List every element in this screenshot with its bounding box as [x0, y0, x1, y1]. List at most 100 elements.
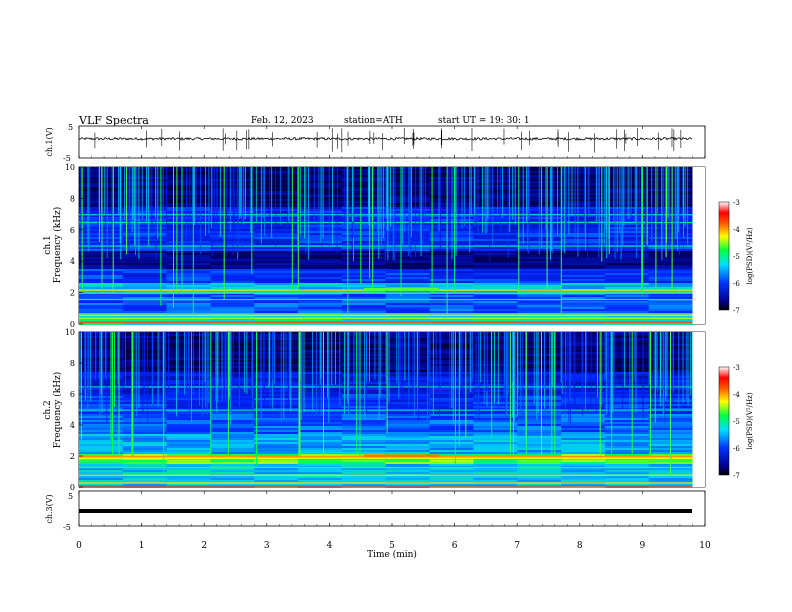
spectrogram-streak — [613, 332, 615, 398]
spectrogram-streak — [623, 167, 625, 227]
spectrogram-cell — [473, 358, 518, 360]
spectrogram-cell — [517, 428, 562, 430]
spectrogram-cell — [254, 301, 299, 303]
spectrogram-streak — [192, 332, 194, 396]
spectrogram-cell — [210, 352, 255, 354]
spectrogram-cell — [341, 418, 387, 420]
spectrogram-cell — [561, 486, 606, 488]
spectrogram-streak — [271, 332, 273, 380]
ch3-ytick-bottom: -5 — [63, 523, 71, 532]
spectrogram-cell — [517, 263, 562, 265]
spectrogram-cell — [298, 185, 343, 187]
spectrogram-cell — [166, 247, 211, 249]
spectrogram-cell — [385, 468, 430, 470]
spectrogram-cell — [429, 426, 474, 428]
spectrogram-cell — [517, 307, 562, 309]
spectrogram-cell — [604, 313, 650, 315]
spectrogram-cell — [298, 283, 343, 285]
spectrogram-cell — [604, 173, 650, 175]
spectrogram-sferic — [512, 332, 514, 456]
spectrogram-cell — [648, 235, 693, 237]
spectrogram-streak — [560, 332, 562, 383]
spectrogram-cell — [561, 269, 606, 271]
spectrogram-cell — [604, 285, 650, 287]
spectrogram-cell — [210, 169, 255, 171]
spectrogram-streak — [339, 332, 341, 405]
spectrogram-streak — [642, 332, 644, 413]
spectrogram-sferic — [670, 332, 671, 477]
spectrogram-cell — [122, 424, 168, 426]
spectrogram-cell — [561, 209, 606, 211]
spectrogram-cell — [341, 309, 387, 311]
spectrogram-cell — [385, 235, 430, 237]
spectrogram-cell — [122, 283, 168, 285]
spectrogram-cell — [254, 257, 299, 259]
spectrogram-streak — [269, 332, 270, 387]
spectrogram-streak — [429, 332, 431, 421]
spectrogram-cell — [604, 436, 650, 438]
spectrogram-ytick-label: 8 — [70, 194, 75, 203]
spectrogram-cell — [604, 394, 650, 396]
spectrogram-cell — [385, 436, 430, 438]
spectrogram-cell — [122, 480, 168, 482]
spectrogram-cell — [648, 255, 693, 257]
spectrogram-cell — [473, 199, 518, 201]
spectrogram-cell — [561, 201, 606, 203]
spectrogram-cell — [254, 255, 299, 257]
spectrogram-cell — [341, 420, 387, 422]
spectrogram-cell — [166, 472, 211, 474]
spectrogram-band — [79, 214, 693, 216]
spectrogram-streak — [674, 167, 676, 241]
spectrogram-cell — [429, 446, 474, 448]
spectrogram-cell — [166, 273, 211, 275]
spectrogram-streak — [402, 167, 404, 245]
spectrogram-cell — [341, 279, 387, 281]
spectrogram-cell — [385, 418, 430, 420]
spectrogram-cell — [473, 183, 518, 185]
spectrogram-cell — [561, 428, 606, 430]
spectrogram-cell — [122, 472, 168, 474]
spectrogram-streak — [606, 332, 607, 415]
spectrogram-cell — [561, 416, 606, 418]
spectrogram-cell — [166, 207, 211, 209]
spectrogram-cell — [341, 207, 387, 209]
spectrogram-cell — [517, 422, 562, 424]
spectrogram-cell — [122, 263, 168, 265]
spectrogram-cell — [648, 323, 693, 325]
spectrogram-cell — [604, 263, 650, 265]
spectrogram-cell — [210, 265, 255, 267]
spectrogram-cell — [561, 193, 606, 195]
spectrogram-streak — [675, 167, 677, 239]
spectrogram-cell — [210, 424, 255, 426]
spectrogram-cell — [341, 273, 387, 275]
spectrogram-cell — [341, 225, 387, 227]
spectrogram-streak — [289, 332, 290, 400]
spectrogram-streak — [134, 332, 136, 403]
spectrogram-streak — [378, 332, 380, 420]
spectrogram-cell — [298, 404, 343, 406]
spectrogram-cell — [254, 275, 299, 277]
spectrogram-cell — [429, 311, 474, 313]
spectrogram-cell — [561, 476, 606, 478]
spectrogram-cell — [385, 344, 430, 346]
spectrogram-cell — [385, 227, 430, 229]
spectrogram-cell — [385, 301, 430, 303]
spectrogram-cell — [473, 225, 518, 227]
spectrogram-cell — [604, 470, 650, 472]
spectrogram-cell — [210, 332, 255, 334]
spectrogram-cell — [298, 480, 343, 482]
spectrogram-streak — [585, 167, 586, 251]
spectrogram-streak — [346, 167, 348, 238]
spectrogram-streak — [477, 167, 479, 236]
spectrogram-cell — [122, 460, 168, 462]
spectrogram-cell — [385, 372, 430, 374]
spectrogram-cell — [341, 185, 387, 187]
spectrogram-cell — [298, 454, 343, 456]
spectrogram-cell — [79, 452, 124, 454]
spectrogram-cell — [429, 434, 474, 436]
spectrogram-cell — [517, 350, 562, 352]
spectrogram-cell — [604, 410, 650, 412]
spectrogram-cell — [473, 277, 518, 279]
spectrogram-cell — [122, 470, 168, 472]
spectrogram-cell — [473, 334, 518, 336]
